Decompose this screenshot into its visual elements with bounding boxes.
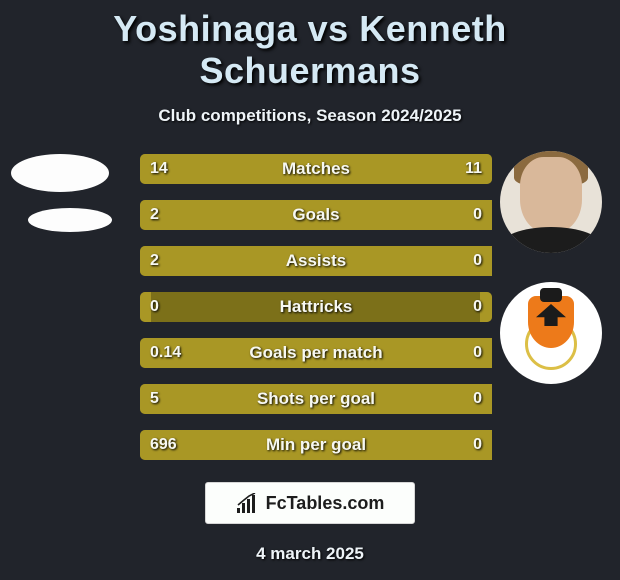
stat-bars: 1411Matches 20Goals 20Assists 00Hattricks 0.… xyxy=(140,154,492,460)
subtitle: Club competitions, Season 2024/2025 xyxy=(0,106,620,126)
stat-label: Hattricks xyxy=(140,292,492,322)
brand-icon xyxy=(236,493,260,513)
stat-label: Goals xyxy=(140,200,492,230)
stats-area: 1411Matches 20Goals 20Assists 00Hattricks 0.… xyxy=(0,154,620,460)
player-right-avatar xyxy=(500,151,602,253)
stat-row: 20Assists xyxy=(140,246,492,276)
stat-row: 00Hattricks xyxy=(140,292,492,322)
stat-row: 1411Matches xyxy=(140,154,492,184)
brand-box[interactable]: FcTables.com xyxy=(205,482,415,524)
club-left-logo xyxy=(28,208,112,232)
stat-label: Matches xyxy=(140,154,492,184)
club-right-logo xyxy=(500,282,602,384)
stat-label: Min per goal xyxy=(140,430,492,460)
stat-row: 50Shots per goal xyxy=(140,384,492,414)
page-title: Yoshinaga vs Kenneth Schuermans xyxy=(0,0,620,92)
brand-text: FcTables.com xyxy=(266,493,385,514)
stat-label: Goals per match xyxy=(140,338,492,368)
stat-label: Assists xyxy=(140,246,492,276)
stat-label: Shots per goal xyxy=(140,384,492,414)
date: 4 march 2025 xyxy=(0,544,620,564)
player-left-avatar xyxy=(11,154,109,192)
stat-row: 6960Min per goal xyxy=(140,430,492,460)
stat-row: 0.140Goals per match xyxy=(140,338,492,368)
stat-row: 20Goals xyxy=(140,200,492,230)
